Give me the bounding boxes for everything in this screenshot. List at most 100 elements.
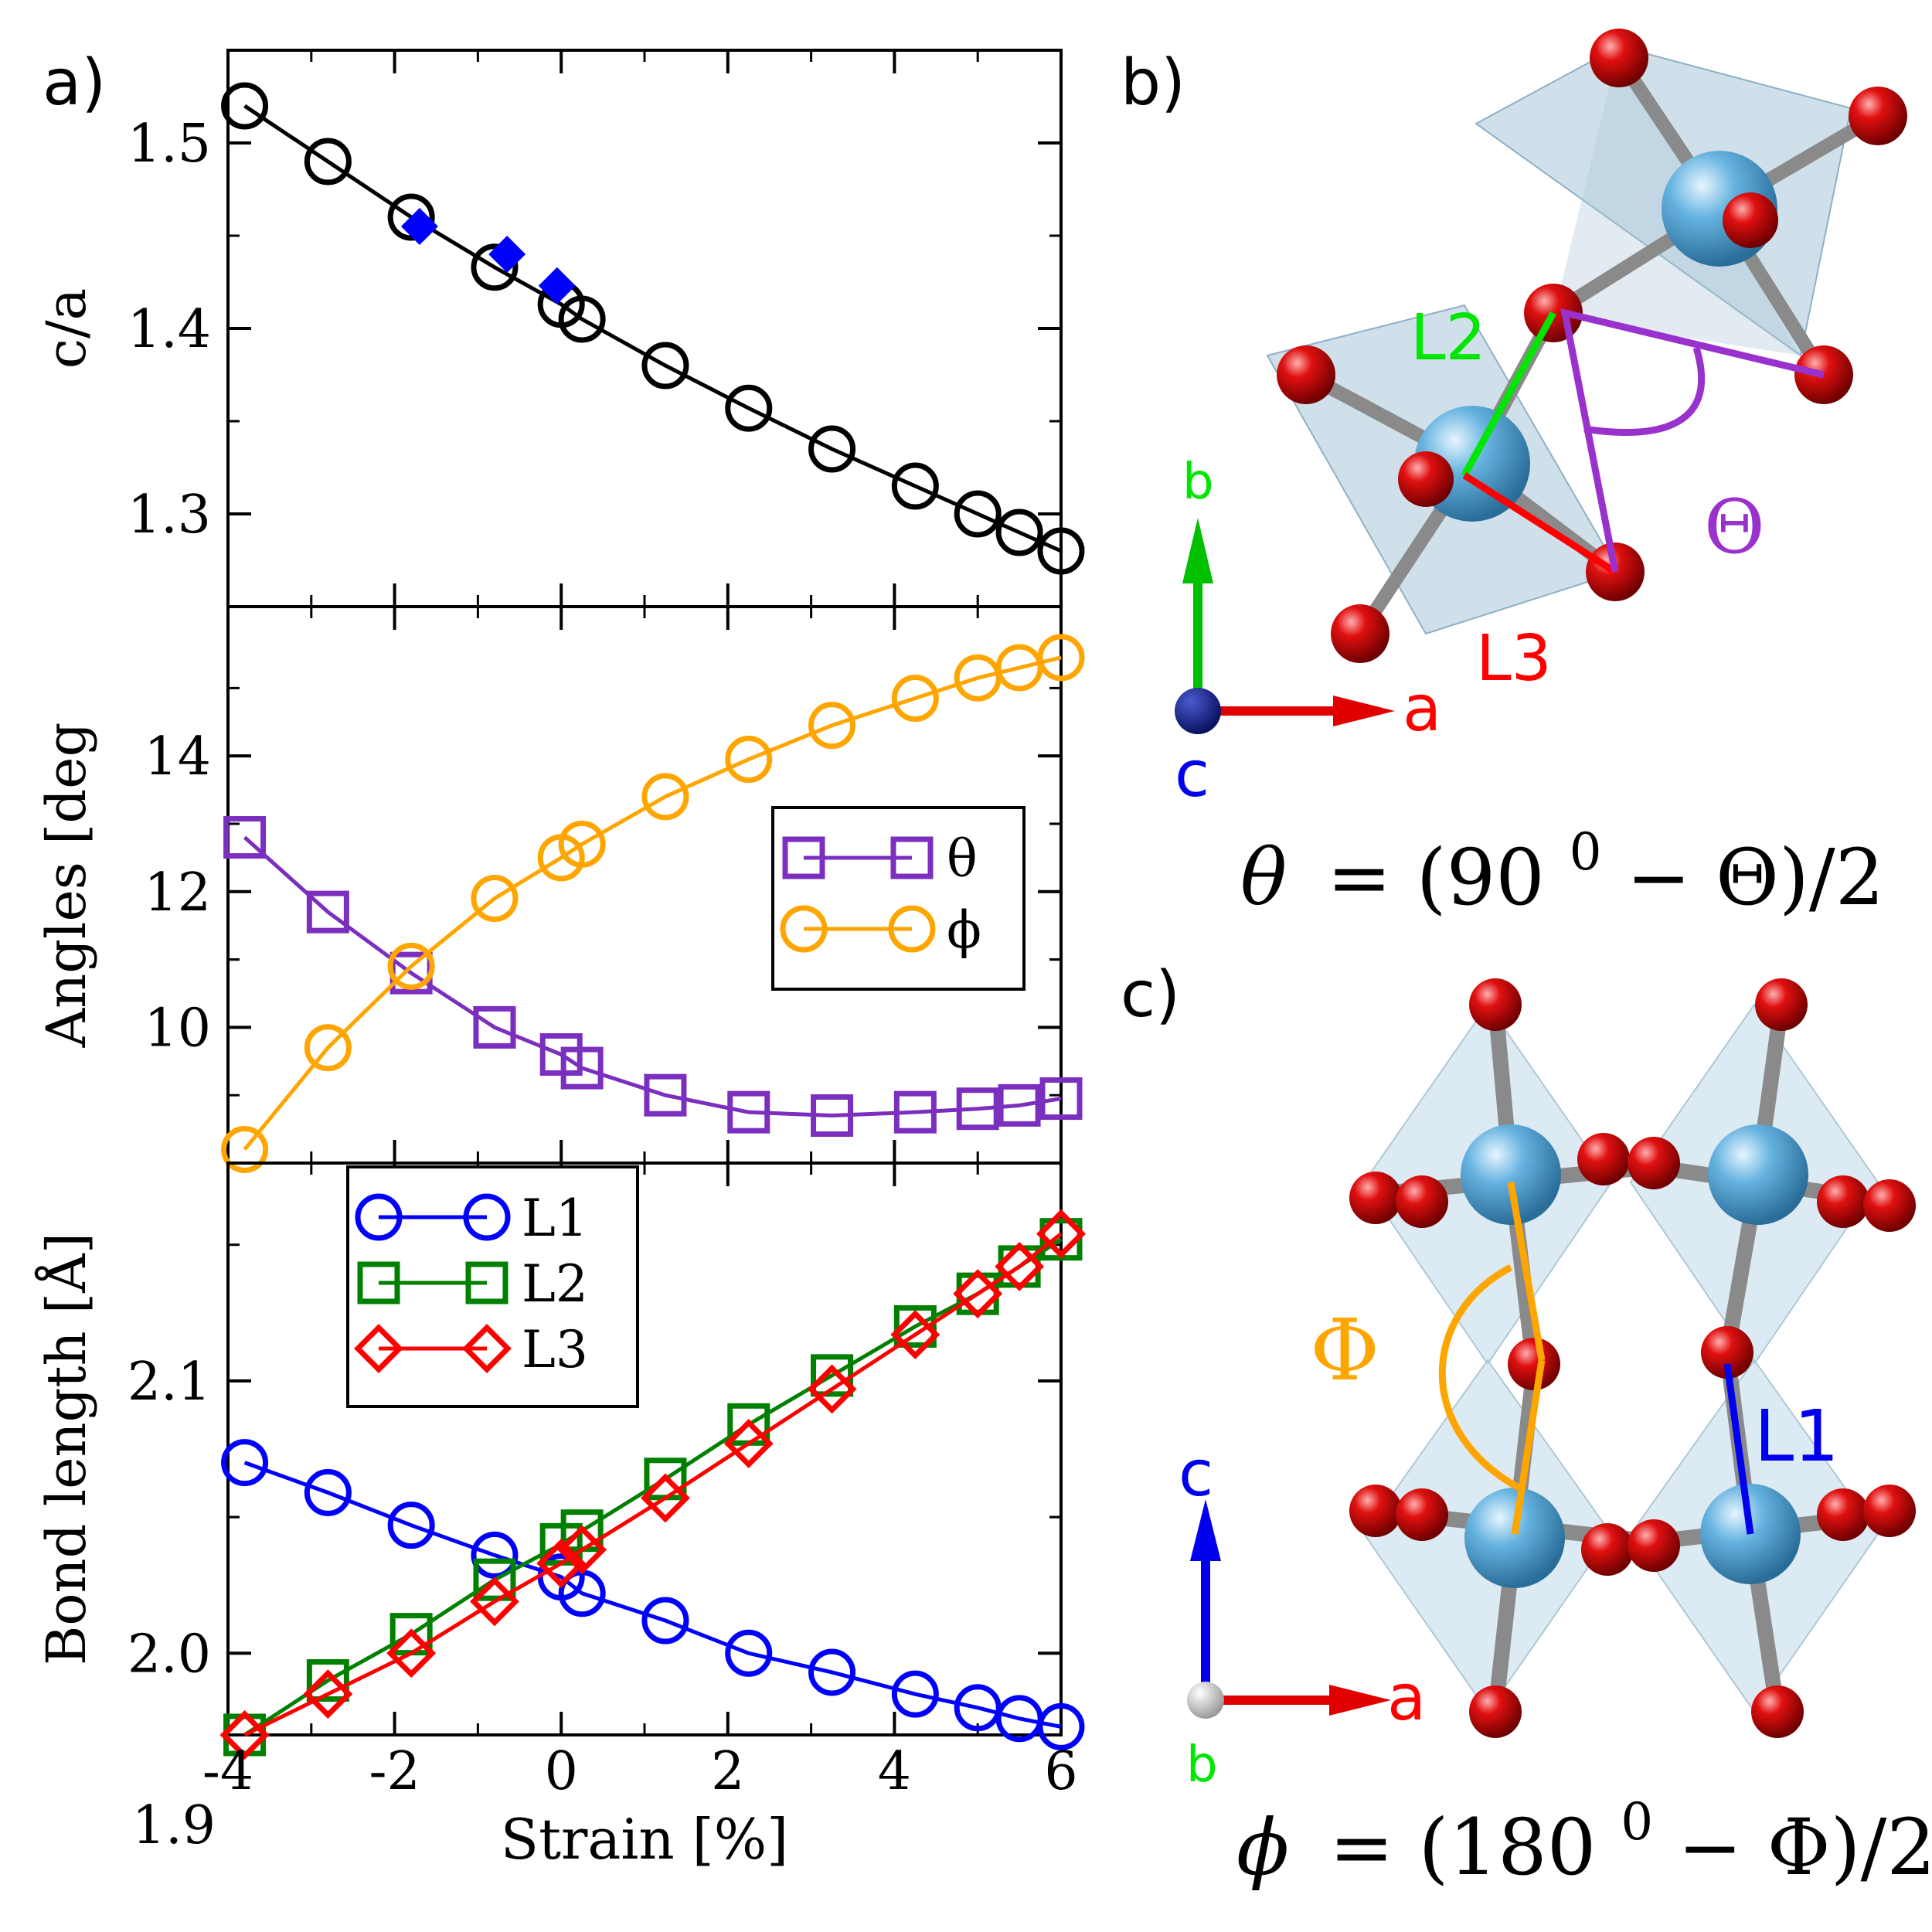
angle-phi-line-lower: [1511, 1359, 1546, 1535]
x-tick-label: 0: [545, 1741, 578, 1802]
chart-angles: 10 12 14 Angles [deg θϕ: [35, 605, 1085, 1173]
formula-theta-superscript: 0: [1570, 822, 1602, 882]
formula-phi-superscript: 0: [1621, 1792, 1653, 1852]
label-Phi: Φ: [1310, 1301, 1379, 1400]
legend: L1 L2 L3: [346, 1165, 639, 1408]
data-point: [304, 1024, 352, 1072]
chart-bond-length: 2.0 2.1 Bond length [Å] L1 L2 L3 -4 -2 0 2 4 6 1.9 St…: [35, 1162, 1086, 1872]
series-line: [243, 835, 1062, 1118]
data-point: [725, 384, 773, 432]
oxygen-atom: [1577, 1133, 1630, 1185]
data-point: [471, 243, 519, 291]
structure-b: b) L2 L3: [1121, 29, 1907, 923]
reference-point: [488, 236, 526, 273]
data-point: [956, 1087, 999, 1131]
formula-phi: ϕ = (180 0 − Φ)/2: [1236, 1767, 1932, 1893]
metal-atom: [1461, 1124, 1561, 1225]
legend-marker: [463, 1193, 511, 1241]
legend-marker: [888, 905, 936, 953]
data-point: [221, 1439, 269, 1487]
formula-theta: θ = (90 0 − Θ)/2: [1240, 798, 1884, 923]
legend-marker: [354, 1324, 403, 1373]
data-point: [471, 875, 519, 923]
legend-label: θ: [947, 829, 978, 889]
data-point: [807, 1364, 857, 1414]
angle-theta-lines: [1560, 308, 1825, 573]
series-line: [243, 655, 1062, 1151]
oxygen-atom: [1396, 1175, 1448, 1228]
formula-phi-tail: − Φ)/2: [1678, 1802, 1932, 1893]
oxygen-atoms-c: [1349, 978, 1916, 1738]
legend-marker: [780, 905, 828, 953]
data-point: [641, 1597, 689, 1645]
data-point: [893, 1090, 937, 1134]
data-point: [221, 82, 269, 130]
y-axis-label: Angles [deg: [35, 723, 98, 1049]
oxygen-atom: [1628, 1519, 1680, 1572]
data-point: [219, 1710, 270, 1760]
reference-point: [538, 267, 576, 304]
formula-phi-symbol: ϕ: [1236, 1802, 1289, 1893]
formula-theta-body: = (90: [1327, 832, 1545, 923]
bond-L3-line: [1462, 472, 1617, 575]
data-point: [1037, 527, 1085, 575]
data-point: [560, 1046, 604, 1090]
label-Theta: Θ: [1704, 484, 1765, 570]
bond-L2-line: [1461, 311, 1556, 478]
data-point: [725, 1629, 773, 1677]
axis-b-arrowhead: [1182, 518, 1213, 583]
axis-label-b: b: [1186, 1736, 1218, 1794]
x-tick-label: 2: [711, 1741, 744, 1802]
x-tick-label: 4: [878, 1741, 911, 1802]
axis-c-arrowhead: [1190, 1499, 1221, 1561]
series-c/a: [221, 82, 1085, 575]
data-point: [387, 193, 435, 241]
data-point: [470, 1577, 519, 1627]
oxygen-atom: [1755, 978, 1808, 1031]
oxygen-atom: [1723, 192, 1778, 248]
data-point: [536, 1539, 587, 1588]
data-point: [1036, 1209, 1086, 1259]
x-axis-label: Strain [%]: [501, 1807, 788, 1872]
data-point: [998, 1083, 1041, 1127]
data-point: [727, 1090, 770, 1134]
legend-label: L1: [522, 1189, 588, 1248]
data-point: [808, 702, 856, 750]
y-axis-label: Bond length [Å]: [35, 1233, 98, 1665]
series-L3: [219, 1209, 1086, 1760]
formula-theta-symbol: θ: [1240, 832, 1287, 923]
axis-label-a: a: [1387, 1662, 1426, 1735]
axis-a-arrowhead: [1329, 1685, 1391, 1716]
data-point: [811, 1094, 854, 1138]
oxygen-atom: [1396, 1488, 1448, 1541]
metal-atom: [1464, 1488, 1565, 1588]
axis-b-dot: [1187, 1682, 1224, 1719]
metal-atom: [1708, 1124, 1808, 1225]
series-ϕ: [221, 634, 1085, 1173]
axis-label-c: c: [1175, 738, 1209, 811]
angle-phi-arc: [1438, 1264, 1521, 1491]
data-point: [304, 1468, 352, 1516]
data-point: [473, 1005, 516, 1049]
y-axis-label: c/a: [35, 288, 98, 369]
y-tick-label: 2.1: [128, 1352, 211, 1413]
oxygen-atom: [1817, 1488, 1869, 1541]
legend-marker: [462, 1324, 512, 1373]
data-point: [725, 736, 773, 784]
data-point: [558, 295, 606, 343]
axis-label-a: a: [1403, 672, 1441, 746]
legend-marker: [890, 836, 934, 879]
series-θ: [223, 816, 1083, 1138]
axis-label-b: b: [1182, 454, 1214, 511]
oxygen-atom: [1590, 29, 1648, 87]
data-point: [808, 425, 856, 473]
data-point: [303, 1669, 353, 1719]
label-L2: L2: [1410, 301, 1486, 375]
oxygen-atom: [1628, 1137, 1680, 1189]
y-tick-label: 1.3: [128, 485, 211, 546]
data-point: [471, 1531, 519, 1579]
angle-theta-arc: [1583, 346, 1706, 436]
oxygen-atom: [1469, 978, 1522, 1031]
oxygen-atom: [1581, 1523, 1634, 1576]
